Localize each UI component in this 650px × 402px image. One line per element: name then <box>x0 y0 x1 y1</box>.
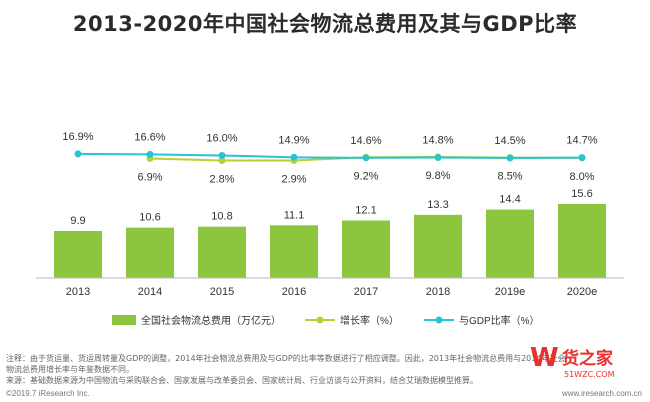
lines-layer <box>74 150 586 164</box>
gdp-ratio-line <box>77 152 583 160</box>
growth-point <box>218 157 226 164</box>
watermark-logo: W 货之家 51WZC.COM <box>530 343 615 379</box>
gdp-ratio-point <box>146 150 154 158</box>
x-tick-label: 2020e <box>567 286 598 298</box>
bar <box>558 203 606 278</box>
x-tick-label: 2016 <box>282 286 306 298</box>
bar-value-label: 14.4 <box>499 194 520 206</box>
x-tick-label: 2018 <box>426 286 450 298</box>
gdp-ratio-label: 16.6% <box>134 131 165 143</box>
bar-value-label: 11.1 <box>284 209 305 221</box>
copyright: ©2019.7 iResearch Inc. <box>6 389 90 398</box>
growth-label: 8.0% <box>569 171 594 183</box>
bar <box>486 209 534 278</box>
x-tick-label: 2014 <box>138 286 162 298</box>
x-axis: 2013 2014 2015 2016 2017 2018 2019e 2020e <box>36 277 624 298</box>
gdp-ratio-point <box>578 154 586 162</box>
legend: 全国社会物流总费用（万亿元） 增长率（%） 与GDP比率（%） <box>112 314 540 327</box>
legend-growth-marker <box>316 316 324 324</box>
legend-growth-label: 增长率（%） <box>340 314 399 327</box>
bar <box>342 220 390 278</box>
bar-value-label: 13.3 <box>427 199 448 211</box>
gdp-ratio-point <box>290 153 298 161</box>
bar-value-label: 12.1 <box>355 205 376 217</box>
growth-label: 8.5% <box>497 171 522 183</box>
bars-layer <box>54 203 606 278</box>
x-tick-label: 2015 <box>210 286 234 298</box>
legend-bar-label: 全国社会物流总费用（万亿元） <box>141 314 281 327</box>
x-tick-label: 2013 <box>66 286 90 298</box>
gdp-ratio-point <box>362 154 370 162</box>
gdp-ratio-label: 14.8% <box>422 134 453 146</box>
growth-label: 2.8% <box>209 174 234 186</box>
growth-label: 2.9% <box>281 173 306 185</box>
site-url: www.iresearch.com.cn <box>561 389 642 398</box>
gdp-ratio-label: 14.6% <box>350 135 381 147</box>
bar <box>198 226 246 278</box>
bar-value-label: 10.6 <box>139 212 160 224</box>
watermark-text: 货之家 <box>562 348 613 369</box>
gdp-ratio-label: 16.9% <box>62 131 93 143</box>
bar <box>270 225 318 278</box>
watermark-sub: 51WZC.COM <box>564 370 615 379</box>
watermark-w-icon: W <box>530 343 559 373</box>
bar-value-label: 10.8 <box>211 211 232 223</box>
gdp-ratio-label: 16.0% <box>206 132 237 144</box>
chart: 9.9 10.6 10.8 11.1 12.1 13.3 14.4 15.6 6.9% 2.8% 2… <box>36 131 624 327</box>
labels-layer: 9.9 10.6 10.8 11.1 12.1 13.3 14.4 15.6 6.9% 2.8% 2… <box>62 131 597 227</box>
bar-value-label: 9.9 <box>70 215 85 227</box>
gdp-ratio-point <box>74 150 82 158</box>
note-text: 注释：由于货运量、货运周转量及GDP的调整，2014年社会物流总费用及与GDP的… <box>6 354 566 374</box>
notes-block: 注释：由于货运量、货运周转量及GDP的调整，2014年社会物流总费用及与GDP的… <box>6 353 566 386</box>
growth-label: 9.8% <box>425 170 450 182</box>
legend-gdp-label: 与GDP比率（%） <box>459 314 540 327</box>
legend-bar-swatch <box>112 315 136 325</box>
gdp-ratio-point <box>434 153 442 161</box>
gdp-ratio-point <box>218 151 226 159</box>
bar <box>414 214 462 278</box>
bar <box>54 230 102 278</box>
growth-label: 6.9% <box>137 171 162 183</box>
gdp-ratio-label: 14.5% <box>494 135 525 147</box>
gdp-ratio-point <box>506 154 514 162</box>
chart-title: 2013-2020年中国社会物流总费用及其与GDP比率 <box>72 12 578 36</box>
x-tick-label: 2017 <box>354 286 378 298</box>
bar <box>126 227 174 278</box>
gdp-ratio-label: 14.9% <box>278 134 309 146</box>
source-text: 来源：基础数据来源为中国物流与采购联合会、国家发展与改革委员会、国家统计局、行业… <box>6 376 478 385</box>
legend-gdp-marker <box>435 316 443 324</box>
gdp-ratio-label: 14.7% <box>566 135 597 147</box>
bar-value-label: 15.6 <box>571 188 592 200</box>
growth-label: 9.2% <box>353 170 378 182</box>
x-tick-label: 2019e <box>495 286 526 298</box>
